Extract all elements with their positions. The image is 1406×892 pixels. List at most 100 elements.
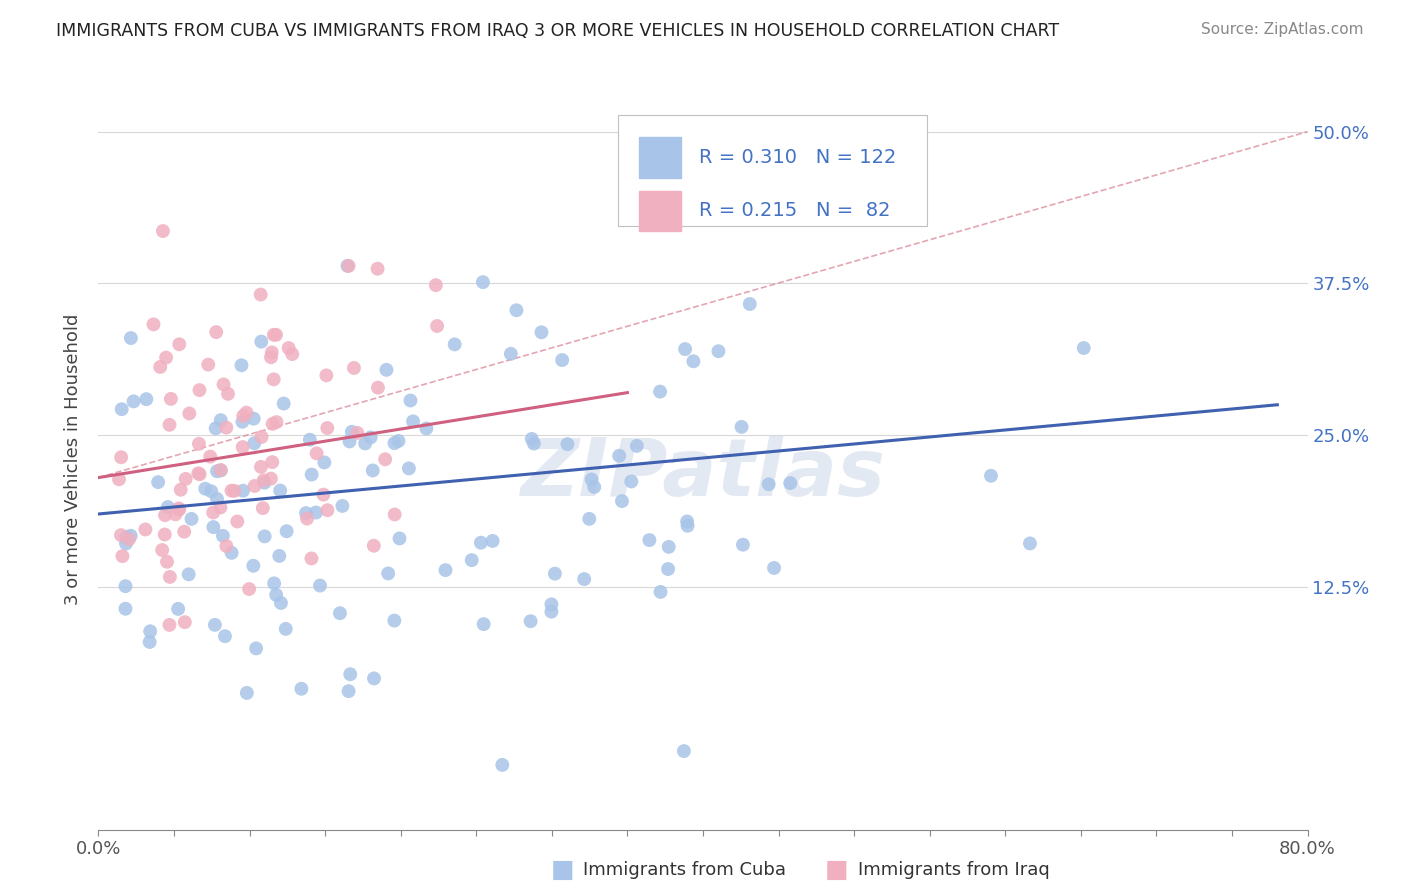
Point: [115, 530, 138, 544]
Point: [367, 261, 389, 276]
Point: [214, 629, 236, 643]
Point: [205, 464, 228, 478]
Point: [165, 508, 187, 522]
Point: [153, 527, 176, 541]
Point: [173, 615, 195, 629]
Point: [231, 358, 253, 372]
Point: [426, 318, 449, 333]
Point: [738, 297, 761, 311]
Point: [638, 533, 661, 547]
Point: [574, 572, 596, 586]
Point: [361, 463, 384, 477]
Point: [188, 383, 211, 397]
Point: [581, 472, 603, 486]
Point: [301, 551, 323, 566]
Point: [298, 433, 321, 447]
Point: [340, 425, 363, 439]
Point: [387, 434, 409, 448]
Point: [174, 472, 197, 486]
Point: [232, 440, 254, 454]
Point: [360, 430, 382, 444]
Point: [277, 341, 299, 355]
Point: [1019, 536, 1042, 550]
Point: [305, 506, 328, 520]
Point: [152, 224, 174, 238]
Point: [273, 396, 295, 410]
Point: [731, 538, 754, 552]
Point: [202, 506, 225, 520]
Text: R = 0.310   N = 122: R = 0.310 N = 122: [699, 148, 897, 167]
Point: [301, 467, 323, 482]
Point: [610, 494, 633, 508]
Bar: [638, 191, 682, 231]
Point: [658, 540, 681, 554]
Point: [205, 491, 228, 506]
Point: [153, 508, 176, 523]
Point: [343, 361, 366, 376]
Point: [382, 614, 405, 628]
Point: [238, 582, 260, 596]
Point: [505, 303, 527, 318]
Point: [243, 479, 266, 493]
Point: [180, 512, 202, 526]
Text: IMMIGRANTS FROM CUBA VS IMMIGRANTS FROM IRAQ 3 OR MORE VEHICLES IN HOUSEHOLD COR: IMMIGRANTS FROM CUBA VS IMMIGRANTS FROM …: [56, 22, 1059, 40]
Point: [110, 450, 132, 465]
Point: [402, 414, 425, 428]
Point: [276, 524, 298, 539]
Text: Immigrants from Cuba: Immigrants from Cuba: [583, 861, 786, 879]
Point: [204, 618, 226, 632]
Point: [245, 641, 267, 656]
Point: [384, 508, 406, 522]
Point: [235, 406, 257, 420]
Point: [758, 477, 780, 491]
Point: [544, 566, 567, 581]
Point: [111, 402, 134, 417]
Point: [215, 539, 238, 553]
Point: [295, 511, 318, 525]
Point: [138, 635, 160, 649]
Point: [173, 524, 195, 539]
Point: [263, 576, 285, 591]
Point: [118, 533, 141, 547]
Point: [329, 606, 352, 620]
Point: [337, 684, 360, 698]
Point: [142, 318, 165, 332]
Point: [519, 614, 541, 628]
Point: [491, 758, 513, 772]
Point: [578, 512, 600, 526]
Point: [980, 468, 1002, 483]
Point: [167, 502, 190, 516]
Point: [250, 334, 273, 349]
Point: [253, 529, 276, 543]
Point: [221, 546, 243, 560]
Point: [122, 394, 145, 409]
Point: [763, 561, 786, 575]
Point: [249, 287, 271, 301]
Point: [170, 483, 193, 497]
Y-axis label: 3 or more Vehicles in Household: 3 or more Vehicles in Household: [65, 314, 83, 605]
Point: [676, 515, 699, 529]
Point: [315, 368, 337, 383]
Point: [354, 436, 377, 450]
Point: [557, 437, 579, 451]
Text: ■: ■: [551, 858, 574, 881]
Point: [332, 499, 354, 513]
Point: [252, 501, 274, 516]
Point: [120, 529, 142, 543]
Point: [264, 588, 287, 602]
Point: [583, 480, 606, 494]
Point: [120, 331, 142, 345]
Text: R = 0.215   N =  82: R = 0.215 N = 82: [699, 202, 891, 220]
Point: [672, 744, 695, 758]
Point: [209, 463, 232, 477]
Point: [336, 259, 359, 273]
Point: [262, 417, 284, 431]
Point: [375, 363, 398, 377]
Point: [226, 515, 249, 529]
Point: [114, 579, 136, 593]
Point: [134, 523, 156, 537]
Point: [730, 420, 752, 434]
Point: [337, 259, 360, 273]
Point: [316, 503, 339, 517]
Point: [266, 415, 288, 429]
